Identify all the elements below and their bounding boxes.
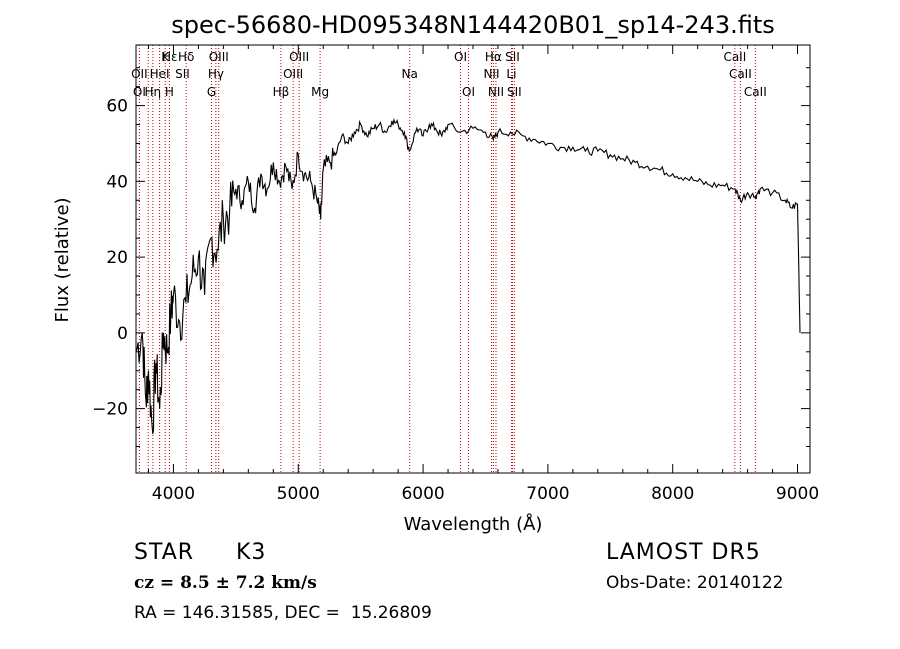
spectral-line-label: Hδ <box>178 50 194 64</box>
spectrum-series <box>135 117 801 435</box>
spectral-line-label: OI <box>133 85 146 99</box>
y-axis-ticks: −20 0 20 40 60 <box>92 67 810 447</box>
spectral-line-label: Hγ <box>208 67 224 81</box>
spectral-line-label: OII <box>131 67 148 81</box>
spectral-line-label: H <box>165 85 174 99</box>
spectral-line-label: OI <box>462 85 475 99</box>
spectral-line-label: NII <box>483 67 499 81</box>
y-tick-label: 60 <box>106 97 128 117</box>
spectral-line-label: SII <box>505 50 520 64</box>
object-type: STAR <box>134 540 195 565</box>
x-tick-label: 6000 <box>401 484 444 504</box>
spectral-line-markers <box>138 45 756 473</box>
spectral-line-label: SII <box>175 67 190 81</box>
spectral-line-label: SII <box>507 85 522 99</box>
x-axis-ticks: 4000 5000 6000 7000 8000 9000 <box>147 45 819 504</box>
y-tick-label: 20 <box>106 248 128 268</box>
plot-frame <box>135 44 811 474</box>
y-tick-label: 40 <box>106 172 128 192</box>
spectral-line-label: OIII <box>283 67 303 81</box>
y-tick-label: 0 <box>117 324 128 344</box>
spectral-line-label: NII <box>488 85 504 99</box>
survey-name: LAMOST DR5 <box>606 540 761 565</box>
x-tick-label: 9000 <box>776 484 819 504</box>
spectral-line-label: CaII <box>729 67 752 81</box>
spectral-line-label: OIII <box>289 50 309 64</box>
obs-date: Obs-Date: 20140122 <box>606 573 784 593</box>
x-tick-label: 4000 <box>152 484 195 504</box>
spectral-line-label: OIII <box>209 50 229 64</box>
spectral-line-label: OI <box>454 50 467 64</box>
x-tick-label: 7000 <box>526 484 569 504</box>
coordinates: RA = 146.31585, DEC = 15.26809 <box>134 603 432 623</box>
spectral-line-label: Hη <box>145 85 162 99</box>
spectral-line-label: CaII <box>744 85 767 99</box>
spectral-line-label: CaII <box>723 50 746 64</box>
x-axis-label: Wavelength (Å) <box>404 513 543 535</box>
chart-title: spec-56680-HD095348N144420B01_sp14-243.f… <box>171 11 775 39</box>
x-tick-label: 5000 <box>277 484 320 504</box>
spectral-line-label: Mg <box>311 85 329 99</box>
spectrum-line <box>135 117 801 435</box>
spectral-line-label: Hβ <box>273 85 290 99</box>
spectral-line-label: K <box>161 50 170 64</box>
redshift-cz: cz = 8.5 ± 7.2 km/s <box>134 573 317 593</box>
spectral-line-label: Li <box>506 67 516 81</box>
y-tick-label: −20 <box>92 400 128 420</box>
spectral-line-label: Hε <box>162 50 178 64</box>
spectral-line-label: Na <box>402 67 418 81</box>
spectral-line-label: Hα <box>485 50 502 64</box>
spectral-line-label: G <box>207 85 216 99</box>
x-tick-label: 8000 <box>651 484 694 504</box>
y-axis-label: Flux (relative) <box>52 197 73 322</box>
subclass: K3 <box>236 540 267 565</box>
spectral-line-label: HeI <box>150 67 170 81</box>
